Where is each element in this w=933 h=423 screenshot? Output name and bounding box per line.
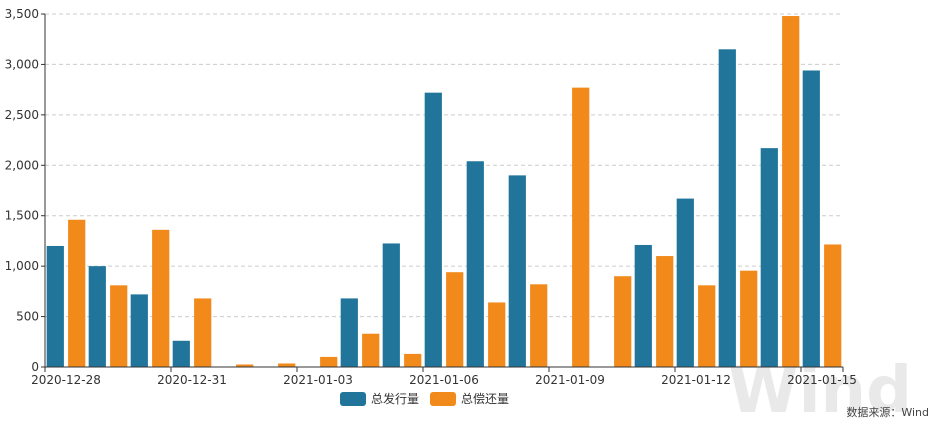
- bar-repayment: [824, 244, 842, 367]
- y-tick-label: 3,000: [5, 57, 39, 71]
- bar-repayment: [698, 285, 716, 367]
- x-tick-label: 2020-12-31: [157, 373, 227, 387]
- bar-repayment: [236, 364, 254, 367]
- bar-repayment: [656, 256, 674, 367]
- x-tick-label: 2021-01-12: [661, 373, 731, 387]
- watermark: Wind: [728, 354, 912, 423]
- bar-issuance: [46, 245, 64, 367]
- bar-issuance: [760, 148, 778, 367]
- bar-repayment: [530, 284, 548, 367]
- legend-swatch: [430, 392, 456, 406]
- x-tick-label: 2021-01-09: [535, 373, 605, 387]
- y-tick-label: 0: [31, 360, 39, 374]
- y-tick-label: 1,000: [5, 259, 39, 273]
- y-tick-label: 2,500: [5, 108, 39, 122]
- bar-repayment: [782, 16, 800, 367]
- bar-repayment: [740, 270, 758, 367]
- bar-repayment: [152, 229, 170, 367]
- bar-issuance: [718, 49, 736, 368]
- x-tick-label: 2021-01-03: [283, 373, 353, 387]
- legend-label: 总发行量: [371, 391, 419, 406]
- y-tick-label: 3,500: [5, 7, 39, 21]
- watermark-text: Wind: [728, 354, 912, 423]
- bar-repayment: [110, 285, 128, 367]
- bar-repayment: [320, 356, 338, 367]
- bar-issuance: [508, 175, 526, 367]
- bar-repayment: [446, 272, 464, 367]
- legend: 总发行量 总偿还量: [340, 391, 509, 406]
- bar-issuance: [340, 298, 358, 367]
- x-tick-label: 2021-01-15: [787, 373, 857, 387]
- grid-lines: [45, 13, 843, 318]
- bar-issuance: [172, 340, 190, 367]
- bar-issuance: [382, 243, 400, 367]
- legend-swatch: [340, 392, 366, 406]
- bar-issuance: [424, 92, 442, 367]
- bar-issuance: [466, 161, 484, 367]
- legend-label: 总偿还量: [461, 391, 509, 406]
- bar-repayment: [362, 333, 380, 367]
- bars: [46, 16, 842, 368]
- bar-repayment: [278, 363, 296, 367]
- x-tick-label: 2021-01-06: [409, 373, 479, 387]
- bar-issuance: [130, 294, 148, 367]
- bar-issuance: [88, 266, 106, 367]
- bar-issuance: [802, 70, 820, 367]
- y-tick-label: 500: [16, 310, 39, 324]
- axes: 0 500 1,000 1,500 2,000 2,500 3,000 3,500 2020-1…: [5, 7, 857, 387]
- bar-issuance: [634, 244, 652, 367]
- bar-repayment: [194, 298, 212, 367]
- bar-issuance: [676, 198, 694, 367]
- bar-repayment: [572, 87, 590, 367]
- y-tick-label: 1,500: [5, 209, 39, 223]
- bar-repayment: [614, 276, 632, 367]
- bar-repayment: [68, 219, 86, 367]
- source-note: 数据来源：Wind: [846, 405, 929, 419]
- x-tick-label: 2020-12-28: [31, 373, 101, 387]
- y-tick-label: 2,000: [5, 158, 39, 172]
- bar-repayment: [488, 302, 506, 367]
- bar-repayment: [404, 353, 422, 367]
